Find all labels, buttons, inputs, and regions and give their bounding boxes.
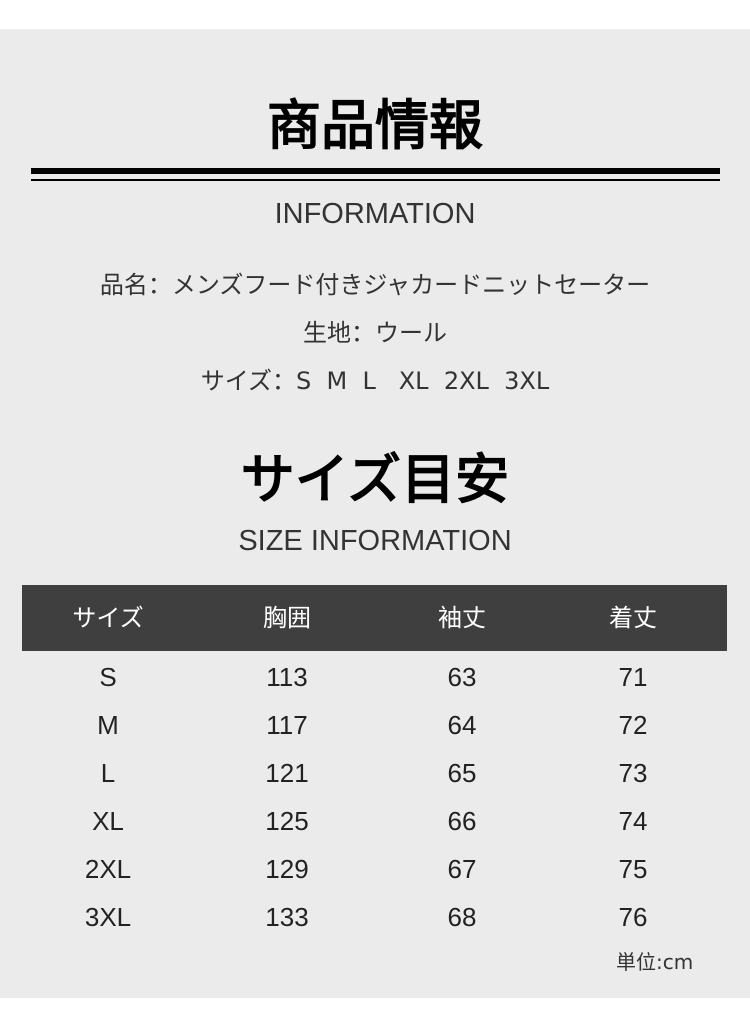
cell-size: 2XL	[84, 854, 132, 884]
cell-size: M	[97, 710, 119, 740]
unit-label: 単位:cm	[616, 950, 694, 974]
product-sizes: サイズ：S M L XL 2XL 3XL	[200, 367, 550, 395]
product-info-title: 商品情報	[267, 94, 483, 157]
cell-sleeve: 63	[447, 662, 477, 692]
cell-sleeve: 65	[447, 758, 477, 788]
cell-size: 3XL	[84, 902, 132, 932]
size-table-header: サイズ 胸囲 袖丈 着丈	[22, 585, 727, 651]
cell-sleeve: 67	[447, 854, 477, 884]
cell-length: 75	[618, 854, 648, 884]
product-name: 品名：メンズフード付きジャカードニットセーター	[99, 271, 651, 299]
cell-chest: 125	[265, 806, 309, 836]
divider-thick	[31, 168, 720, 174]
cell-sleeve: 66	[447, 806, 477, 836]
header-length: 着丈	[609, 604, 657, 632]
header-size: サイズ	[72, 604, 144, 632]
cell-chest: 113	[266, 662, 308, 692]
cell-chest: 117	[266, 710, 308, 740]
cell-size: S	[99, 662, 117, 692]
divider-thin	[31, 179, 720, 181]
page-background	[0, 29, 750, 998]
cell-length: 76	[618, 902, 648, 932]
cell-chest: 129	[265, 854, 309, 884]
product-material: 生地：ウール	[303, 319, 447, 347]
cell-length: 71	[618, 662, 648, 692]
cell-size: L	[100, 758, 116, 788]
product-info-subtitle: INFORMATION	[274, 198, 476, 230]
header-sleeve: 袖丈	[438, 604, 486, 632]
cell-chest: 133	[265, 902, 309, 932]
size-guide-subtitle: SIZE INFORMATION	[238, 525, 512, 557]
cell-length: 73	[618, 758, 648, 788]
cell-chest: 121	[265, 758, 309, 788]
cell-sleeve: 64	[447, 710, 477, 740]
cell-size: XL	[92, 806, 124, 836]
header-chest: 胸囲	[263, 604, 311, 632]
cell-sleeve: 68	[447, 902, 477, 932]
size-guide-title: サイズ目安	[240, 448, 510, 511]
cell-length: 72	[618, 710, 648, 740]
cell-length: 74	[618, 806, 648, 836]
